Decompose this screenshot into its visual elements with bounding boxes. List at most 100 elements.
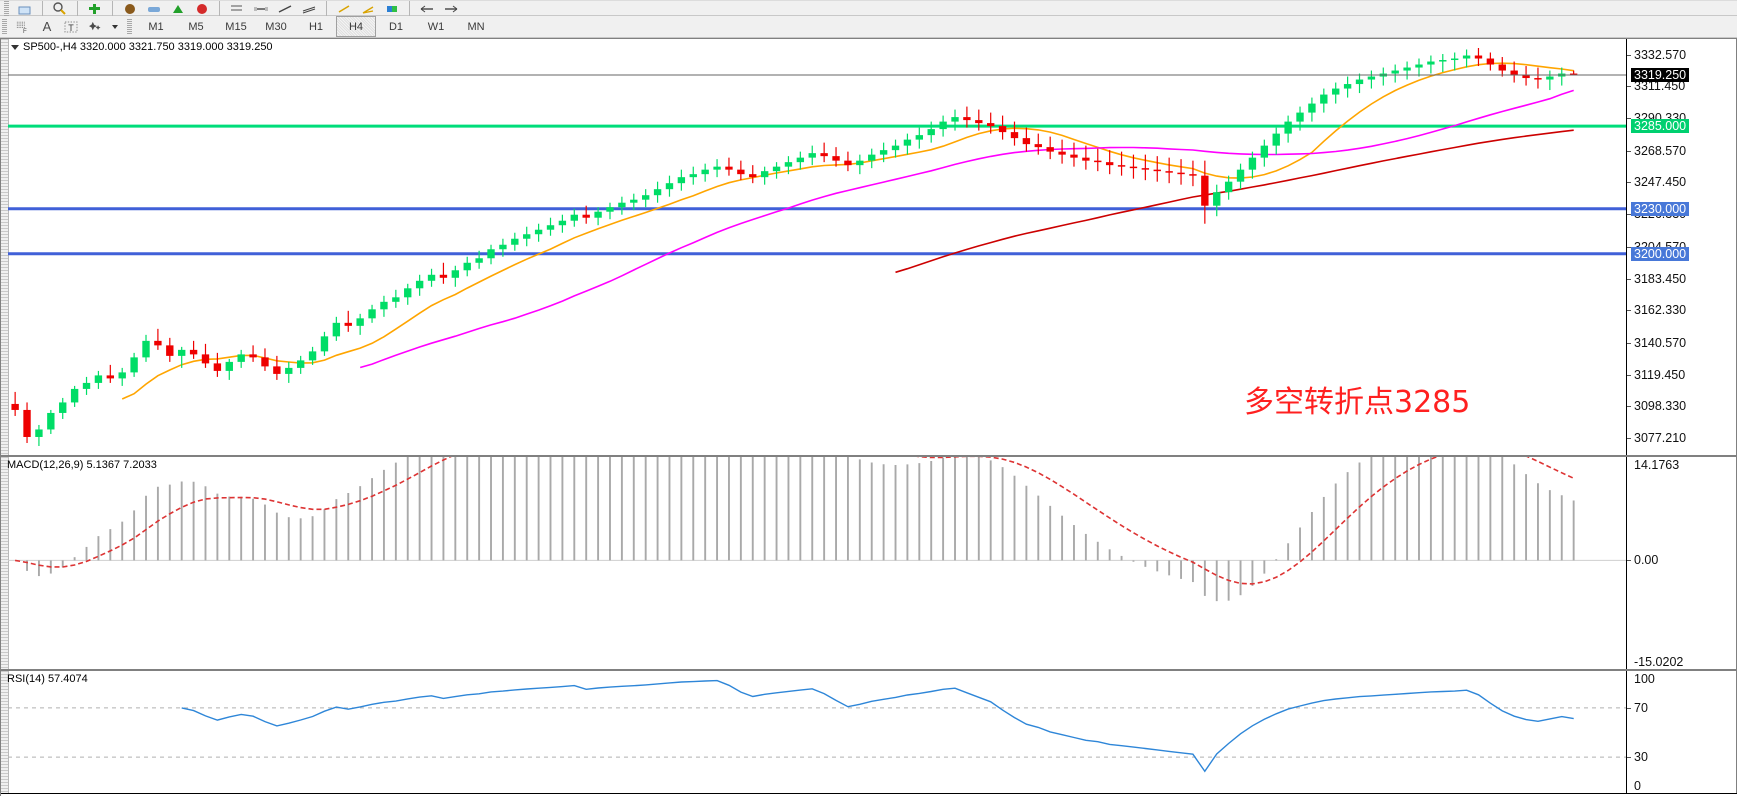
candle	[296, 355, 305, 374]
pane-divider-price-macd[interactable]	[1, 455, 1736, 456]
candle	[392, 289, 400, 308]
macd-scale[interactable]: 14.1763 0.00 -15.0202	[1626, 457, 1736, 669]
candle	[404, 283, 412, 305]
text-label-icon[interactable]: T	[59, 16, 83, 37]
timeframe-button-w1[interactable]: W1	[427, 20, 445, 33]
macd-pane[interactable]: MACD(12,26,9) 5.1367 7.2033 14.1763 0.00 -…	[1, 456, 1736, 669]
equidistant-channel-icon[interactable]	[297, 0, 321, 20]
candle	[1450, 52, 1459, 71]
price-level-tag-3230.000[interactable]: 3230.000	[1631, 201, 1690, 216]
price-tick	[1627, 118, 1631, 120]
pane-divider-macd-rsi[interactable]	[1, 669, 1736, 670]
candle	[463, 256, 471, 277]
candle	[903, 133, 912, 155]
price-tick	[1627, 343, 1631, 344]
candle	[1308, 97, 1316, 122]
candle	[1058, 139, 1066, 164]
timeframe-button-m1[interactable]: M1	[148, 20, 164, 33]
price-tick-label: 3077.210	[1634, 431, 1687, 446]
price-level-tag-3285.000[interactable]: 3285.000	[1631, 119, 1690, 134]
bar-chart-icon[interactable]	[118, 0, 142, 20]
timeframe-buttons-group[interactable]: M1 M5 M15 M30 H1 H4 D1 W1 MN	[136, 16, 496, 37]
toolbar-drawing-and-timeframes[interactable]: F A T M1 M5 M15 M30	[0, 16, 1737, 38]
rsi-pane[interactable]: RSI(14) 57.4074 100 70 30 0	[1, 670, 1736, 793]
fib-fan-icon[interactable]	[356, 0, 380, 20]
shift-left-icon[interactable]	[415, 0, 439, 20]
crosshair-f-icon[interactable]: F	[11, 16, 35, 37]
text-a-icon[interactable]: A	[42, 19, 52, 34]
price-tick-label: 3140.570	[1634, 336, 1687, 350]
pane-left-grip[interactable]	[1, 39, 9, 455]
timeframe-button-m5[interactable]: M5	[188, 20, 204, 33]
rectangle-shape-icon[interactable]	[380, 0, 404, 20]
candle	[94, 370, 103, 389]
drawing-toolbar-grip[interactable]	[2, 18, 7, 35]
candle	[737, 160, 745, 181]
fib-retracement-icon[interactable]	[332, 0, 356, 20]
price-tick-label: 3162.330	[1634, 303, 1687, 318]
zoom-in-icon[interactable]	[190, 0, 214, 20]
candle	[1022, 127, 1031, 152]
line-chart-icon[interactable]	[166, 0, 190, 20]
price-pane[interactable]: SP500-,H4 3320.000 3321.750 3319.000 331…	[1, 39, 1736, 455]
current-price-tag[interactable]: 3319.250	[1631, 67, 1690, 82]
timeframe-toolbar-grip[interactable]	[127, 18, 132, 35]
pane-left-grip[interactable]	[1, 671, 9, 793]
toolbar-separator	[42, 1, 43, 17]
macd-chart-canvas[interactable]	[8, 457, 1626, 669]
candle	[23, 402, 31, 443]
grid-toggle-icon[interactable]	[225, 0, 249, 20]
new-chart-icon[interactable]	[13, 0, 37, 20]
timeframe-button-m15[interactable]: M15	[225, 20, 247, 33]
candle	[427, 268, 436, 287]
objects-icon[interactable]	[83, 16, 107, 37]
shift-right-icon[interactable]	[439, 0, 463, 20]
candle	[665, 175, 674, 197]
drawing-tools-group[interactable]: F A T	[11, 17, 121, 37]
timeframe-button-h4[interactable]: H4	[336, 16, 376, 37]
rsi-chart-canvas[interactable]	[8, 671, 1626, 793]
rsi-tick-label: 30	[1634, 750, 1648, 765]
candle	[1034, 133, 1042, 155]
price-tick	[1627, 278, 1631, 280]
candle	[868, 148, 876, 169]
candle	[308, 346, 317, 365]
timeframe-button-h1[interactable]: H1	[308, 20, 324, 33]
rsi-plot[interactable]	[8, 671, 1626, 793]
horizontal-line-icon[interactable]	[249, 0, 273, 20]
timeframe-button-m30[interactable]: M30	[265, 20, 287, 33]
candlestick-chart-icon[interactable]	[142, 0, 166, 20]
price-chart-canvas[interactable]	[8, 39, 1626, 455]
candle	[1510, 61, 1518, 83]
timeframe-button-mn[interactable]: MN	[467, 20, 485, 33]
price-scale[interactable]: 3332.570 3311.450 3290.330 3268.570 3247.450…	[1626, 39, 1736, 455]
candle	[1236, 163, 1245, 190]
toolbar-top-row[interactable]	[0, 0, 1737, 17]
toolbar-grip[interactable]	[4, 1, 9, 17]
price-plot[interactable]	[8, 39, 1626, 455]
chart-area[interactable]: SP500-,H4 3320.000 3321.750 3319.000 331…	[0, 38, 1737, 796]
macd-plot[interactable]	[8, 457, 1626, 669]
candle	[1105, 150, 1114, 175]
add-indicator-icon[interactable]	[83, 0, 107, 20]
candle	[844, 151, 852, 172]
zoom-tool-icon[interactable]	[48, 0, 72, 20]
rsi-pane-label: RSI(14) 57.4074	[7, 673, 88, 685]
time-scale[interactable]: 3 Dec 20195 Dec 04:006 Dec 12:009 Dec 16…	[1, 793, 1737, 796]
rsi-scale[interactable]: 100 70 30 0	[1626, 671, 1736, 793]
price-tick	[1627, 374, 1631, 376]
toolbar-separator	[326, 1, 327, 17]
candle	[570, 208, 578, 227]
timeframe-button-d1[interactable]: D1	[388, 20, 404, 33]
pane-left-grip[interactable]	[1, 457, 9, 669]
price-tick	[1627, 182, 1631, 184]
candle	[963, 106, 971, 128]
price-level-tag-3200.000[interactable]: 3200.000	[1631, 246, 1690, 261]
pane-collapse-icon[interactable]	[11, 44, 19, 50]
candle	[523, 226, 531, 247]
candle	[273, 355, 281, 380]
objects-dropdown-icon[interactable]	[107, 16, 121, 37]
price-tick	[1627, 86, 1631, 88]
candle	[546, 217, 555, 236]
trendline-icon[interactable]	[273, 0, 297, 20]
